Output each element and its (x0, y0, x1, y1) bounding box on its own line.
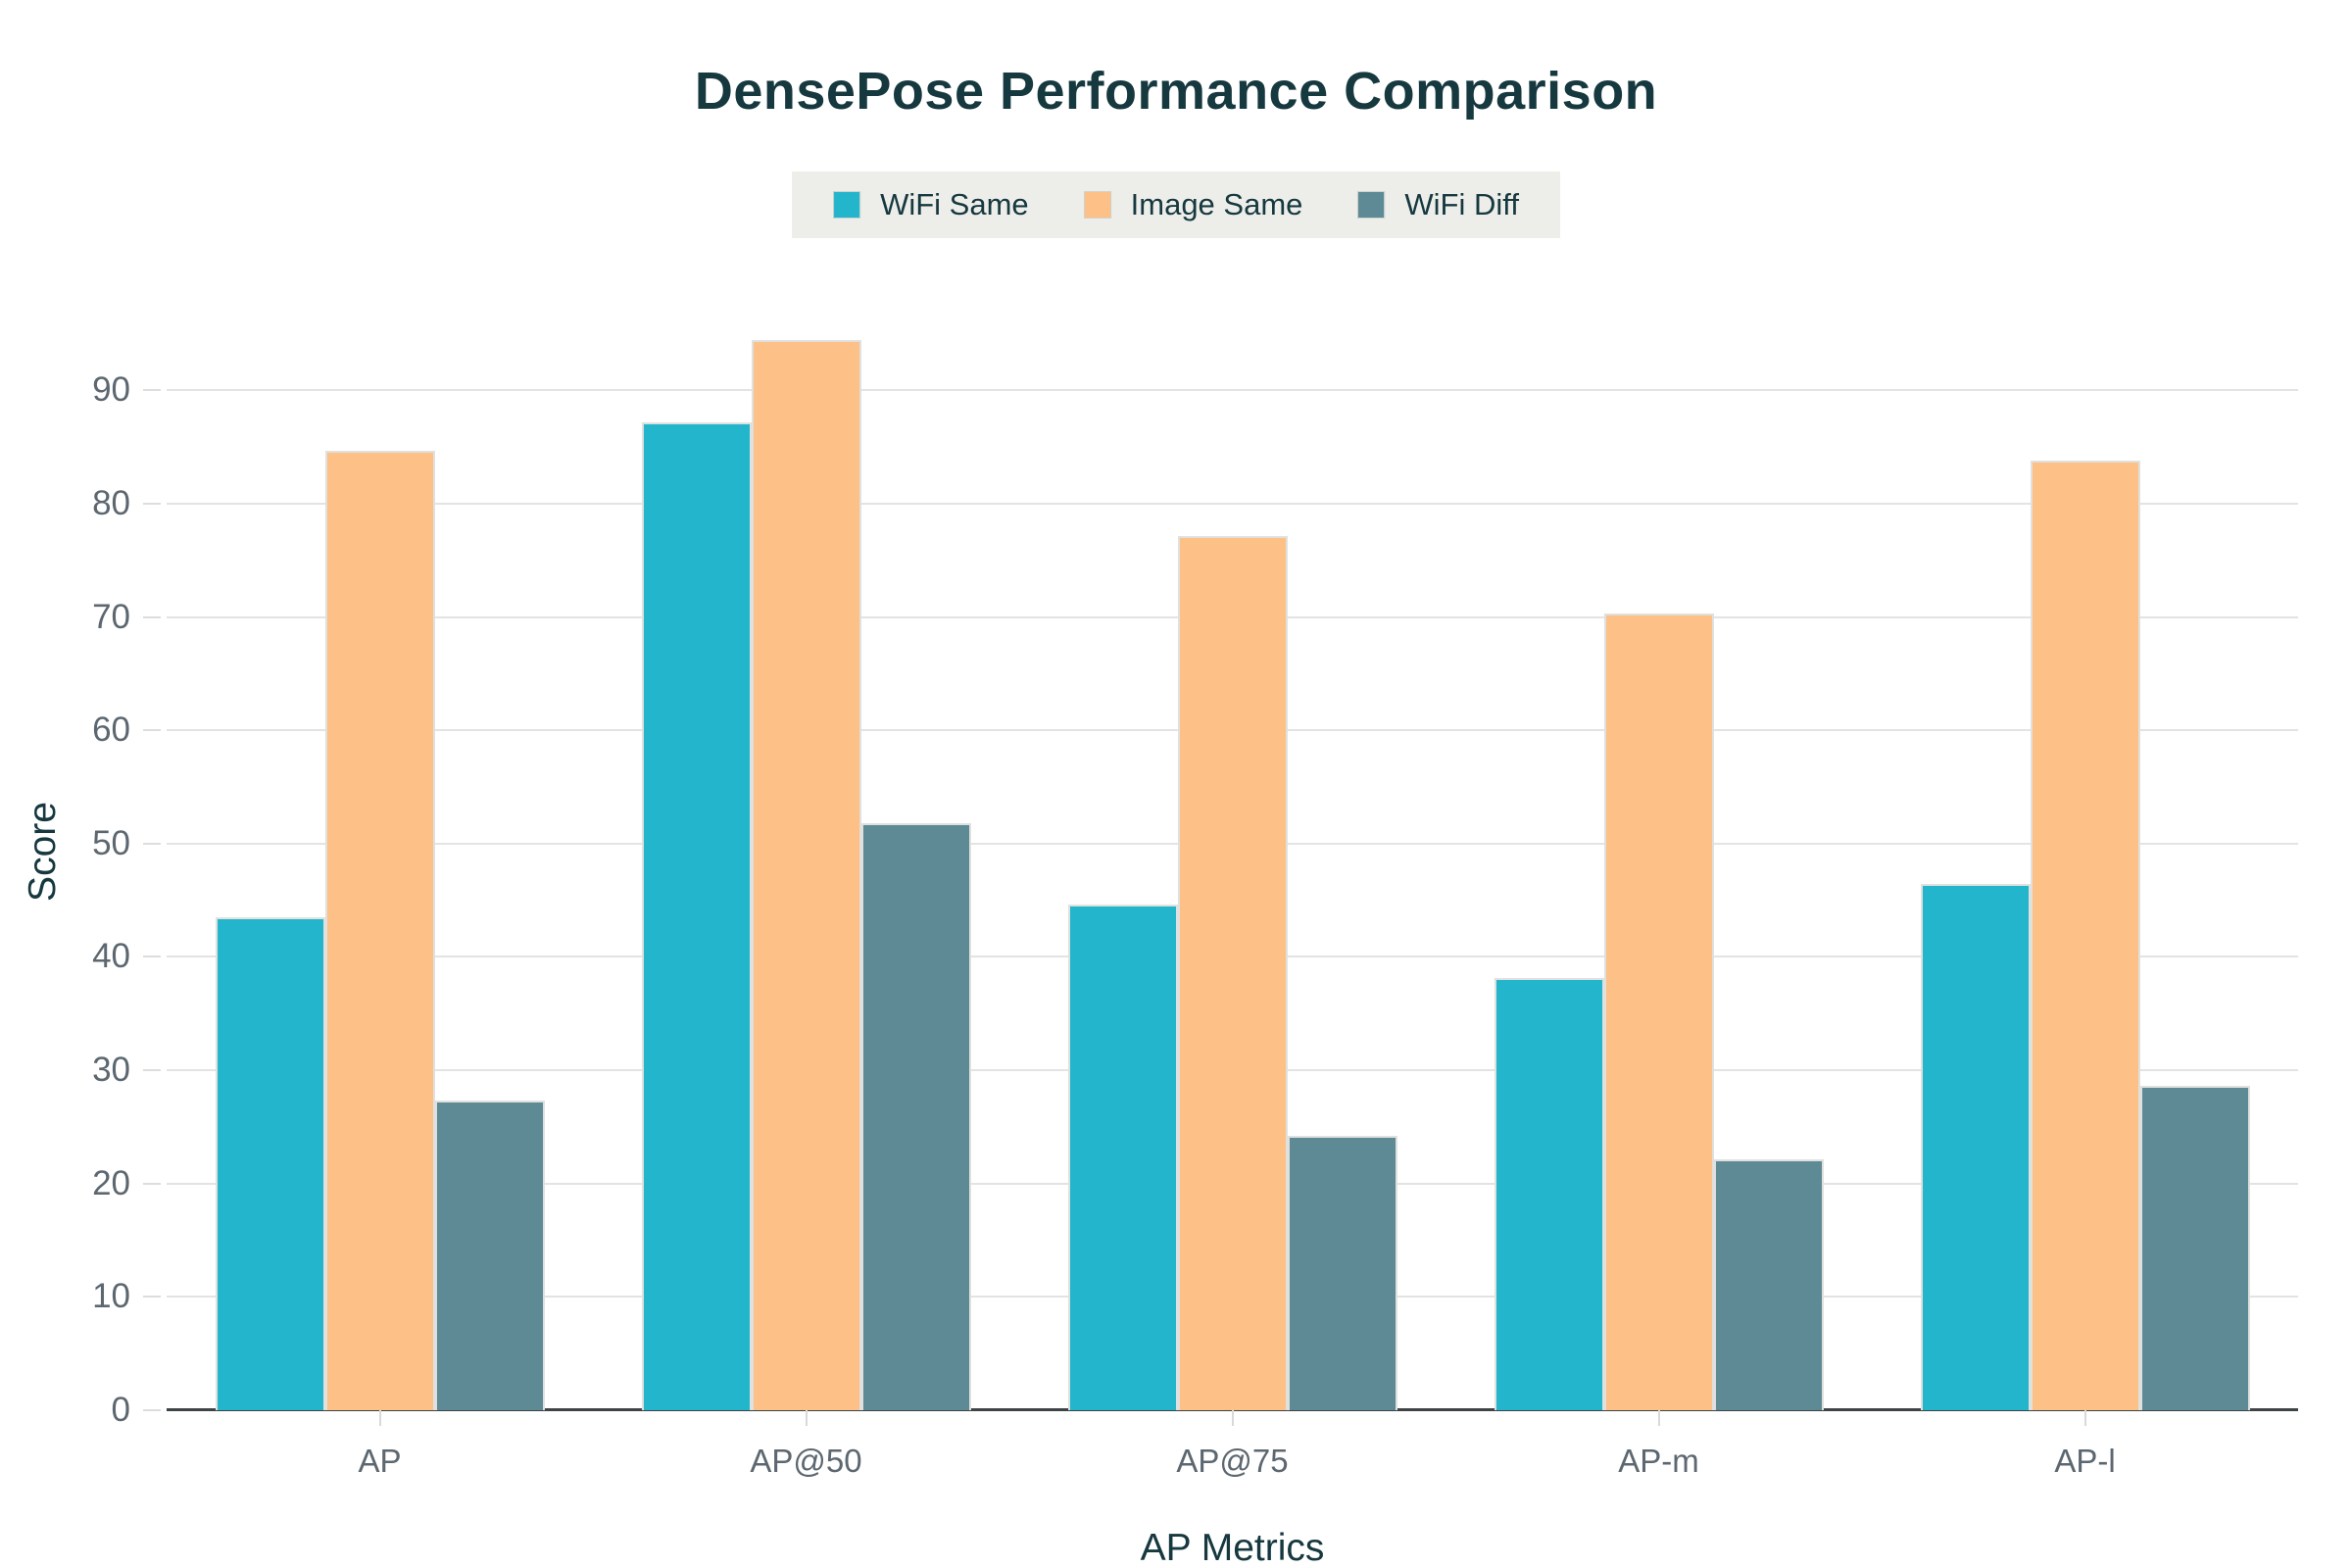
bar-wifi-same-ap-l (1920, 884, 2031, 1410)
y-axis-tick (143, 729, 161, 732)
y-axis-tick (143, 502, 161, 505)
bar-wifi-diff-ap75 (1287, 1136, 1397, 1410)
legend: WiFi Same Image Same WiFi Diff (792, 172, 1560, 238)
x-tick-label-ap50: AP@50 (750, 1443, 862, 1479)
bar-image-same-ap-m (1603, 613, 1714, 1410)
x-axis-title: AP Metrics (1140, 1527, 1325, 1568)
bar-wifi-same-ap (215, 917, 325, 1410)
gridline-y-80 (167, 502, 2298, 505)
legend-label: WiFi Same (880, 187, 1029, 221)
y-tick-label-80: 80 (92, 483, 130, 522)
y-axis-tick (143, 1409, 161, 1411)
y-axis-title: Score (22, 802, 64, 902)
bar-wifi-same-ap75 (1067, 905, 1178, 1410)
y-tick-label-60: 60 (92, 710, 130, 750)
bar-group-ap50 (593, 294, 1019, 1410)
x-axis-tick (805, 1410, 808, 1426)
y-tick-label-70: 70 (92, 597, 130, 636)
y-axis-tick (143, 956, 161, 958)
legend-item-wifi-diff: WiFi Diff (1357, 187, 1519, 222)
y-tick-label-20: 20 (92, 1163, 130, 1202)
bar-image-same-ap-l (2030, 461, 2140, 1410)
bar-wifi-diff-ap-l (2139, 1086, 2250, 1410)
y-tick-label-40: 40 (92, 937, 130, 976)
y-axis-tick (143, 615, 161, 618)
x-tick-label-ap-m: AP-m (1618, 1443, 1699, 1479)
bar-group-ap-l (1872, 294, 2298, 1410)
bar-image-same-ap75 (1177, 536, 1288, 1410)
y-axis-tick (143, 1182, 161, 1185)
y-tick-label-50: 50 (92, 823, 130, 862)
y-axis-tick (143, 842, 161, 845)
gridline-y-90 (167, 389, 2298, 392)
x-tick-label-ap: AP (358, 1443, 402, 1479)
y-tick-label-10: 10 (92, 1277, 130, 1316)
x-tick-label-ap75: AP@75 (1176, 1443, 1289, 1479)
bar-group-ap (167, 294, 593, 1410)
y-axis-tick (143, 389, 161, 392)
legend-swatch (833, 191, 861, 219)
bar-wifi-same-ap50 (641, 422, 752, 1410)
legend-label: WiFi Diff (1404, 187, 1519, 221)
bar-image-same-ap (324, 451, 435, 1410)
legend-swatch (1357, 191, 1386, 219)
y-tick-label-30: 30 (92, 1051, 130, 1090)
y-axis-tick (143, 1296, 161, 1298)
plot-area: 0 10 20 30 40 50 60 70 80 90 AP AP@50 AP@75 AP-m AP-l (92, 294, 2298, 1479)
x-axis-tick (2083, 1410, 2086, 1426)
bar-wifi-diff-ap50 (860, 823, 971, 1410)
x-axis-tick (378, 1410, 381, 1426)
x-axis-tick (1657, 1410, 1660, 1426)
y-tick-label-90: 90 (92, 370, 130, 410)
x-axis-tick (1231, 1410, 1234, 1426)
legend-label: Image Same (1130, 187, 1303, 221)
y-axis-tick (143, 1069, 161, 1072)
bar-wifi-diff-ap (434, 1101, 545, 1410)
bar-group-ap75 (1019, 294, 1446, 1410)
bar-wifi-same-ap-m (1494, 978, 1604, 1410)
legend-swatch (1083, 191, 1111, 219)
chart-title: DensePose Performance Comparison (694, 62, 1658, 121)
legend-item-wifi-same: WiFi Same (833, 187, 1029, 222)
y-tick-label-0: 0 (111, 1391, 130, 1429)
bar-image-same-ap50 (751, 340, 861, 1410)
bar-wifi-diff-ap-m (1713, 1159, 1824, 1410)
bar-group-ap-m (1446, 294, 1872, 1410)
legend-item-image-same: Image Same (1083, 187, 1303, 222)
x-tick-label-ap-l: AP-l (2054, 1443, 2116, 1479)
